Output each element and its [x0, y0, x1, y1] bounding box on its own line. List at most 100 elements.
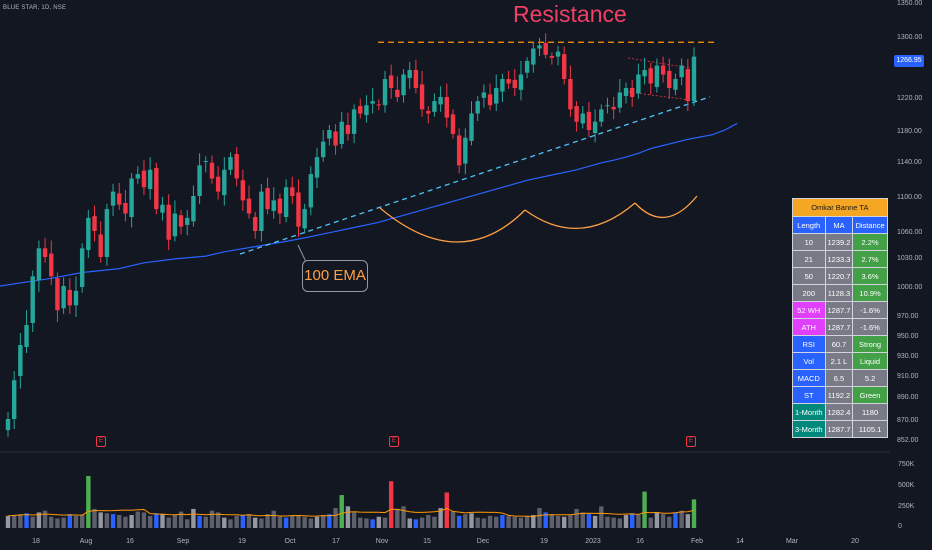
volume-bar [5, 515, 11, 528]
table-header: MA [825, 217, 853, 233]
volume-bar [42, 510, 48, 528]
candle-body [18, 345, 23, 377]
candle-body [685, 69, 691, 102]
trendline-path [239, 96, 711, 255]
candle-body [364, 105, 369, 116]
volume-bar [172, 515, 178, 528]
volume-tick-label: 0 [898, 523, 902, 530]
volume-bar [160, 514, 165, 528]
volume-bar [654, 512, 660, 528]
row-label: 3-Month [793, 421, 825, 437]
volume-bar [358, 517, 363, 528]
row-label: 1-Month [793, 404, 825, 420]
row-distance: 1105.1 [853, 421, 887, 437]
earnings-marker-icon[interactable]: E [389, 436, 399, 447]
candle-body [283, 187, 289, 217]
volume-bar [524, 515, 530, 528]
volume-bar [629, 513, 635, 528]
volume-bar [456, 515, 462, 528]
volume-bar [426, 515, 431, 528]
row-ma: 1287.7 [825, 302, 853, 318]
table-row: ST 1192.2 Green [793, 387, 887, 403]
volume-bar [395, 508, 400, 528]
row-distance: Green [853, 387, 887, 403]
candle-body [277, 198, 283, 214]
volume-bar [98, 512, 103, 528]
candle-body [617, 92, 623, 108]
indicator-table: Omkar Banne TA Length MA Distance 10 1239… [792, 198, 888, 438]
volume-bar [562, 516, 567, 528]
row-distance: Liquid [853, 353, 887, 369]
row-distance: 2.2% [853, 234, 887, 250]
candle-body [592, 121, 598, 134]
volume-bar [401, 506, 406, 528]
volume-bar [605, 516, 610, 528]
row-label: ATH [793, 319, 825, 335]
row-ma: 1287.7 [825, 421, 853, 437]
resistance-label: Resistance [513, 1, 627, 27]
candle-body [240, 180, 246, 201]
volume-bar [673, 512, 678, 528]
volume-bar [679, 510, 684, 528]
volume-bar [259, 518, 264, 528]
trendline [239, 96, 711, 255]
cup-arc [524, 202, 636, 229]
candle-body [141, 170, 147, 188]
volume-bar [86, 476, 91, 528]
volume-bar [623, 515, 629, 528]
row-distance: 5.2 [853, 370, 887, 386]
row-label: 200 [793, 285, 825, 301]
candle-body [49, 253, 54, 277]
candle-body [117, 193, 122, 205]
volume-bar [339, 495, 344, 528]
candle-body [166, 204, 171, 240]
row-label: Vol [793, 353, 825, 369]
volume-ma-line [7, 507, 695, 518]
volume-bar [117, 515, 122, 528]
volume-bar [234, 515, 239, 528]
time-tick-label: Aug [80, 538, 93, 545]
candle-body [660, 65, 666, 75]
volume-bar [382, 517, 388, 528]
candle-body [351, 109, 357, 134]
candle-body [506, 79, 511, 84]
candle-body [623, 88, 629, 97]
volume-bar [599, 506, 604, 528]
volume-bar [506, 515, 511, 528]
volume-bar [271, 510, 276, 528]
volume-bar [147, 515, 153, 528]
candle-body [456, 135, 462, 166]
candle-body [463, 137, 468, 164]
volume-bar [290, 515, 295, 528]
row-ma: 1239.2 [825, 234, 853, 250]
volume-bar [265, 514, 270, 528]
volume-bar [667, 516, 672, 528]
volume-bar [475, 517, 480, 528]
volume-bar [469, 513, 474, 528]
volume-bar [531, 515, 536, 528]
time-tick-label: 15 [423, 538, 431, 545]
volume-bar [370, 519, 375, 528]
row-ma: 1282.4 [825, 404, 853, 420]
price-tick-label: 1180.00 [897, 128, 922, 135]
candle-body [667, 70, 672, 88]
volume-bar [215, 512, 221, 528]
candle-body [55, 278, 60, 311]
volume-bar [500, 515, 505, 528]
candle-body [580, 113, 585, 124]
price-tick-label: 870.00 [897, 417, 919, 424]
volume-bar [123, 516, 128, 528]
candle-body [172, 213, 178, 237]
volume-bar [67, 514, 73, 528]
row-label: 52 WH [793, 302, 825, 318]
volume-bar [407, 518, 412, 528]
volume-bar [592, 515, 598, 528]
volume-bar [444, 492, 449, 528]
earnings-marker-icon[interactable]: E [686, 436, 696, 447]
volume-bar [129, 515, 134, 528]
table-row: 52 WH 1287.7 -1.6% [793, 302, 887, 318]
candle-body [110, 191, 116, 206]
price-tick-label: 970.00 [897, 313, 919, 320]
earnings-marker-icon[interactable]: E [96, 436, 106, 447]
